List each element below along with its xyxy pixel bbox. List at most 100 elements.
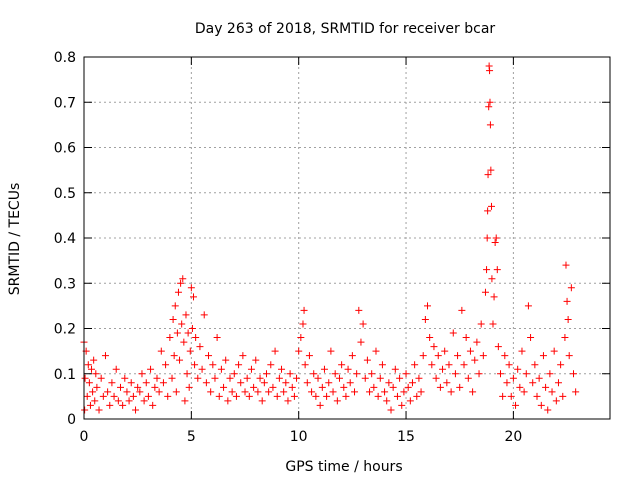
data-point — [372, 347, 380, 355]
data-point — [205, 352, 213, 360]
data-point — [243, 374, 251, 382]
data-point — [488, 275, 496, 283]
y-axis-label: SRMTID / TECUs — [7, 183, 23, 296]
data-point — [174, 288, 182, 296]
data-point — [512, 401, 520, 409]
data-point — [546, 370, 554, 378]
data-point — [170, 352, 178, 360]
data-point — [226, 374, 234, 382]
data-point — [351, 388, 359, 396]
data-point — [490, 293, 498, 301]
data-point — [456, 383, 464, 391]
data-point — [557, 361, 565, 369]
data-point — [112, 365, 120, 373]
data-point — [376, 374, 384, 382]
data-point — [288, 383, 296, 391]
data-point — [436, 383, 444, 391]
data-point — [149, 401, 157, 409]
data-point — [346, 379, 354, 387]
data-point — [213, 334, 221, 342]
data-point — [91, 397, 99, 405]
data-point — [241, 388, 249, 396]
data-point — [93, 383, 101, 391]
data-point — [327, 347, 335, 355]
data-point — [312, 392, 320, 400]
data-point — [230, 370, 238, 378]
data-point — [477, 320, 485, 328]
data-point — [550, 347, 558, 355]
data-point — [194, 374, 202, 382]
x-axis-label: GPS time / hours — [285, 459, 402, 475]
data-point — [430, 343, 438, 351]
data-point — [269, 383, 277, 391]
data-point — [308, 388, 316, 396]
y-tick-label: 0.8 — [54, 50, 76, 66]
data-point — [147, 365, 155, 373]
data-point — [323, 392, 331, 400]
data-point — [278, 365, 286, 373]
data-point — [491, 239, 499, 247]
data-point — [132, 406, 140, 414]
data-point — [116, 383, 124, 391]
data-point — [235, 361, 243, 369]
data-point — [153, 374, 161, 382]
x-tick-label: 15 — [397, 429, 415, 445]
y-tick-label: 0.2 — [54, 322, 76, 338]
data-point — [101, 352, 109, 360]
data-point — [211, 374, 219, 382]
data-point — [301, 361, 309, 369]
x-tick-label: 10 — [290, 429, 308, 445]
axis-ticks: 0 0.1 0.2 0.3 0.4 0.5 0.6 0.7 0.8 0 5 10 15 20 — [54, 50, 610, 445]
data-point — [168, 374, 176, 382]
data-point — [188, 325, 196, 332]
data-point — [524, 302, 532, 310]
data-point — [533, 392, 541, 400]
data-point — [303, 379, 311, 387]
data-point — [123, 388, 131, 396]
data-point — [329, 388, 337, 396]
y-tick-label: 0.5 — [54, 186, 76, 202]
data-point — [159, 379, 167, 387]
data-point — [385, 379, 393, 387]
data-point — [89, 388, 97, 396]
data-point — [486, 98, 494, 106]
data-point — [180, 338, 188, 346]
data-point — [318, 383, 326, 391]
data-point — [293, 374, 301, 382]
data-point — [454, 352, 462, 360]
y-tick-label: 0.1 — [54, 367, 76, 383]
data-point — [411, 361, 419, 369]
data-point — [232, 392, 240, 400]
data-point — [563, 297, 571, 305]
data-point — [522, 370, 530, 378]
data-point — [189, 293, 197, 301]
data-point — [286, 370, 294, 378]
data-point — [138, 370, 146, 378]
data-point — [185, 383, 193, 391]
data-point — [544, 406, 552, 414]
data-point — [215, 392, 223, 400]
data-point — [192, 334, 200, 342]
data-point — [140, 397, 148, 405]
data-point — [471, 356, 479, 364]
data-point — [196, 343, 204, 351]
data-point — [157, 347, 165, 355]
data-point — [518, 347, 526, 355]
data-point — [402, 370, 410, 378]
data-point — [228, 388, 236, 396]
data-point — [314, 374, 322, 382]
data-point — [531, 361, 539, 369]
data-point — [191, 361, 199, 369]
data-point — [413, 392, 421, 400]
data-point — [81, 374, 89, 382]
data-point — [363, 356, 371, 364]
data-point — [222, 356, 230, 364]
data-point — [258, 397, 266, 405]
data-point — [520, 388, 528, 396]
data-point — [499, 392, 507, 400]
data-point — [252, 356, 260, 364]
data-point — [408, 379, 416, 387]
data-point — [434, 352, 442, 360]
data-point — [209, 361, 217, 369]
data-point — [460, 361, 468, 369]
